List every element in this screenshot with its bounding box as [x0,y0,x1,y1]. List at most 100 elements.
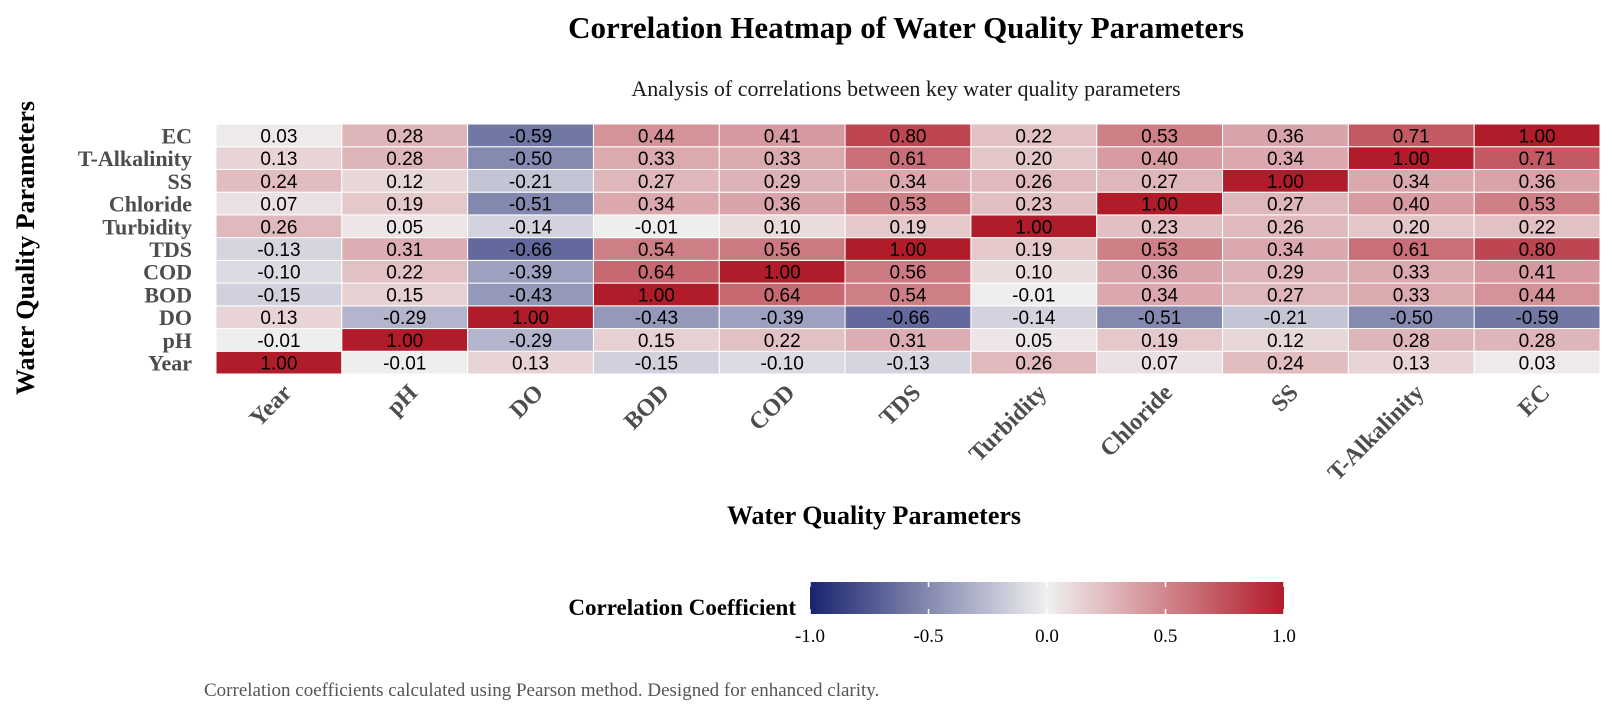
heatmap-cell-label: 0.40 [1141,149,1178,170]
heatmap-cell-label: 0.41 [764,126,801,147]
legend-tick-label: 0.0 [1035,626,1059,647]
heatmap-cell-label: 1.00 [1393,149,1430,170]
heatmap-cells: 1.00 -0.01 0.13 -0.15 -0.10 -0.13 0.26 0.07 0.24… [215,123,1601,375]
x-tick-label: BOD [619,380,674,435]
heatmap-cell-label: 0.34 [1267,240,1304,261]
heatmap-cell-label: 0.27 [1267,285,1304,306]
heatmap-cell-label: 1.00 [764,263,801,284]
heatmap-cell-label: 0.71 [1393,126,1430,147]
heatmap-cell-label: -0.01 [1012,285,1055,306]
heatmap-cell-label: 1.00 [386,331,423,352]
heatmap-cell-label: -0.01 [257,331,300,352]
heatmap-cell-label: 0.33 [1393,285,1430,306]
heatmap-cell-label: 0.29 [1267,263,1304,284]
heatmap-cell-label: 0.22 [1519,217,1556,238]
x-tick-label: pH [382,380,423,421]
legend-title: Correlation Coefficient [568,595,796,620]
heatmap-cell-label: 0.33 [638,149,675,170]
heatmap-cell-label: 0.33 [764,149,801,170]
heatmap-cell-label: 0.26 [260,217,297,238]
y-tick-label: BOD [144,282,192,307]
chart-caption: Correlation coefficients calculated usin… [204,680,879,701]
chart-title: Correlation Heatmap of Water Quality Par… [568,10,1244,45]
heatmap-cell-label: -0.59 [1515,308,1558,329]
heatmap-cell-label: 0.27 [638,172,675,193]
chart-subtitle: Analysis of correlations between key wat… [631,76,1180,101]
heatmap-cell-label: 0.22 [764,331,801,352]
heatmap-cell-label: -0.21 [509,172,552,193]
legend-tick-label: 0.5 [1154,626,1178,647]
heatmap-cell-label: 0.54 [890,285,927,306]
y-tick-label: COD [143,260,192,285]
heatmap-cell-label: 0.71 [1519,149,1556,170]
heatmap-cell-label: -0.01 [383,354,426,375]
heatmap-cell-label: 0.26 [1015,354,1052,375]
x-tick-label: SS [1266,380,1303,417]
y-tick-label: EC [161,123,192,148]
heatmap-cell-label: 0.80 [890,126,927,147]
heatmap-cell-label: 0.34 [1267,149,1304,170]
heatmap-cell-label: 0.12 [386,172,423,193]
heatmap-cell-label: 0.03 [1519,354,1556,375]
heatmap-cell-label: 0.27 [1267,195,1304,216]
y-tick-label: SS [168,169,192,194]
y-axis-tick-labels: YearpHDOBODCODTDSTurbidityChlorideSST-Al… [78,123,192,375]
heatmap-cell-label: 0.23 [1015,195,1052,216]
heatmap-cell-label: 0.26 [1015,172,1052,193]
heatmap-cell-label: -0.13 [886,354,929,375]
heatmap-cell-label: 0.05 [386,217,423,238]
heatmap-cell-label: 0.13 [260,149,297,170]
heatmap-cell-label: -0.21 [1264,308,1307,329]
legend-tick-label: 1.0 [1272,626,1296,647]
heatmap-cell-label: -0.51 [509,195,552,216]
heatmap-cell-label: 0.26 [1267,217,1304,238]
x-tick-label: Turbidity [965,380,1053,468]
heatmap-cell-label: 1.00 [260,354,297,375]
heatmap-cell-label: 0.53 [1141,126,1178,147]
heatmap-cell-label: 0.41 [1519,263,1556,284]
heatmap-cell-label: 0.24 [1267,354,1304,375]
heatmap-cell-label: 0.07 [1141,354,1178,375]
heatmap-cell-label: 1.00 [1267,172,1304,193]
heatmap-cell-label: -0.66 [886,308,929,329]
heatmap-cell-label: 0.03 [260,126,297,147]
heatmap-cell-label: 0.28 [386,126,423,147]
heatmap-cell-label: 0.05 [1015,331,1052,352]
x-tick-label: COD [744,380,800,436]
heatmap-cell-label: -0.39 [761,308,804,329]
heatmap-cell-label: -0.14 [509,217,553,238]
heatmap-cell-label: 0.53 [1141,240,1178,261]
heatmap-cell-label: 0.28 [386,149,423,170]
heatmap-cell-label: 0.31 [386,240,423,261]
heatmap-cell-label: 0.19 [1015,240,1052,261]
heatmap-cell-label: -0.13 [257,240,300,261]
heatmap-cell-label: 0.64 [638,263,675,284]
heatmap-cell-label: 0.10 [764,217,801,238]
y-tick-label: Year [148,351,192,376]
heatmap-cell-label: 0.19 [386,195,423,216]
heatmap-cell-label: -0.29 [383,308,426,329]
x-axis-title: Water Quality Parameters [727,501,1021,530]
x-tick-label: T-Alkalinity [1323,380,1429,486]
heatmap-cell-label: 0.53 [1519,195,1556,216]
heatmap-cell-label: 0.61 [1393,240,1430,261]
heatmap-cell-label: 0.29 [764,172,801,193]
heatmap-cell-label: 1.00 [638,285,675,306]
heatmap-cell-label: 0.07 [260,195,297,216]
heatmap-cell-label: 0.34 [638,195,675,216]
heatmap-cell-label: 1.00 [512,308,549,329]
heatmap-cell-label: 0.27 [1141,172,1178,193]
heatmap-cell-label: -0.59 [509,126,552,147]
heatmap-cell-label: 1.00 [1015,217,1052,238]
heatmap-cell-label: 0.53 [890,195,927,216]
y-tick-label: DO [159,305,192,330]
heatmap-cell-label: 0.61 [890,149,927,170]
heatmap-cell-label: -0.66 [509,240,552,261]
heatmap-cell-label: -0.10 [761,354,804,375]
heatmap-cell-label: 0.24 [260,172,297,193]
heatmap-cell-label: 0.20 [1015,149,1052,170]
heatmap-cell-label: -0.29 [509,331,552,352]
x-tick-label: DO [505,380,549,424]
y-tick-label: TDS [149,237,192,262]
